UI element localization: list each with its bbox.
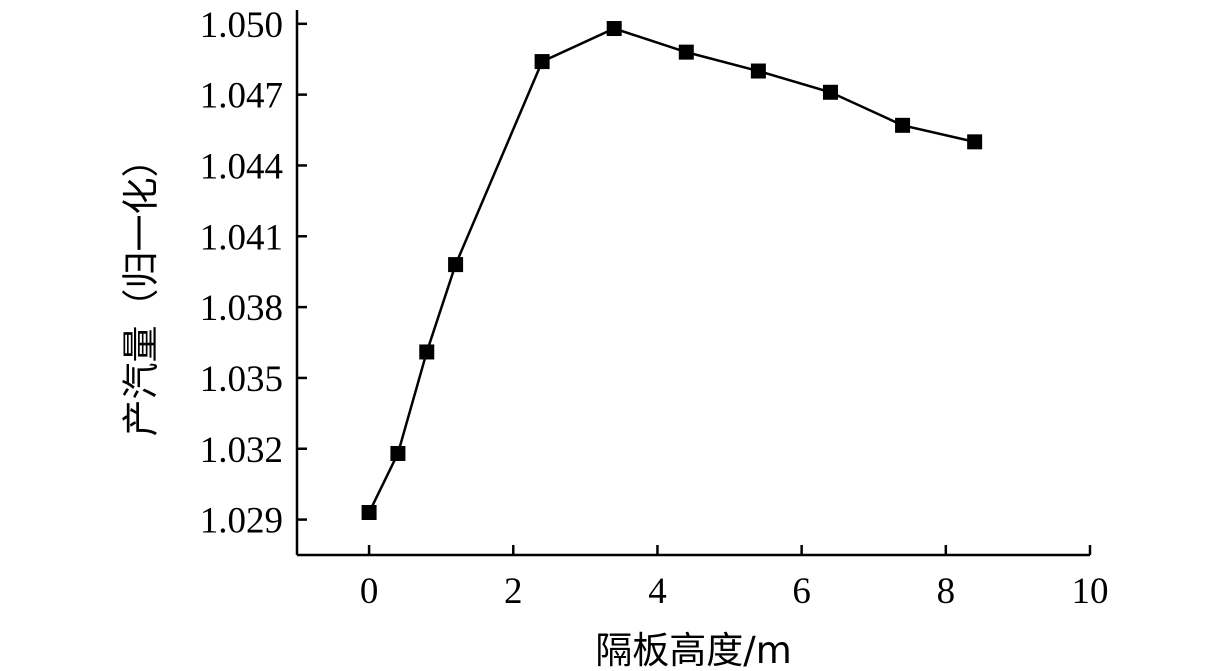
- y-tick-label: 1.050: [200, 5, 283, 46]
- x-axis-ticks: 0 2 4 6 8 10: [360, 545, 1109, 612]
- series: [361, 21, 983, 521]
- data-point-marker: [967, 134, 983, 150]
- x-tick-label: 10: [1072, 571, 1109, 612]
- y-axis-ticks: 1.029 1.032 1.035 1.038 1.041 1.044 1.047 1.050: [200, 5, 307, 542]
- x-axis-label: 隔板高度/m: [595, 629, 792, 671]
- y-axis-label: 产汽量（归一化）: [120, 141, 163, 437]
- data-point-marker: [419, 344, 435, 360]
- y-tick-label: 1.041: [200, 217, 283, 258]
- y-tick-label: 1.032: [200, 430, 283, 471]
- y-tick-label: 1.029: [200, 501, 283, 542]
- data-point-marker: [606, 21, 622, 37]
- y-tick-label: 1.035: [200, 359, 283, 400]
- x-tick-label: 6: [792, 571, 811, 612]
- data-point-marker: [361, 505, 377, 521]
- x-tick-label: 8: [937, 571, 956, 612]
- data-point-marker: [390, 445, 406, 461]
- data-point-marker: [822, 84, 838, 100]
- y-tick-label: 1.044: [200, 146, 283, 187]
- data-point-marker: [895, 117, 911, 133]
- y-tick-label: 1.047: [200, 76, 283, 117]
- axes: [295, 10, 1090, 557]
- data-point-marker: [534, 54, 550, 70]
- y-tick-label: 1.038: [200, 288, 283, 329]
- data-point-marker: [750, 63, 766, 79]
- x-tick-label: 0: [360, 571, 379, 612]
- x-tick-label: 4: [648, 571, 667, 612]
- data-point-marker: [678, 44, 694, 60]
- data-point-marker: [448, 257, 464, 273]
- x-tick-label: 2: [504, 571, 523, 612]
